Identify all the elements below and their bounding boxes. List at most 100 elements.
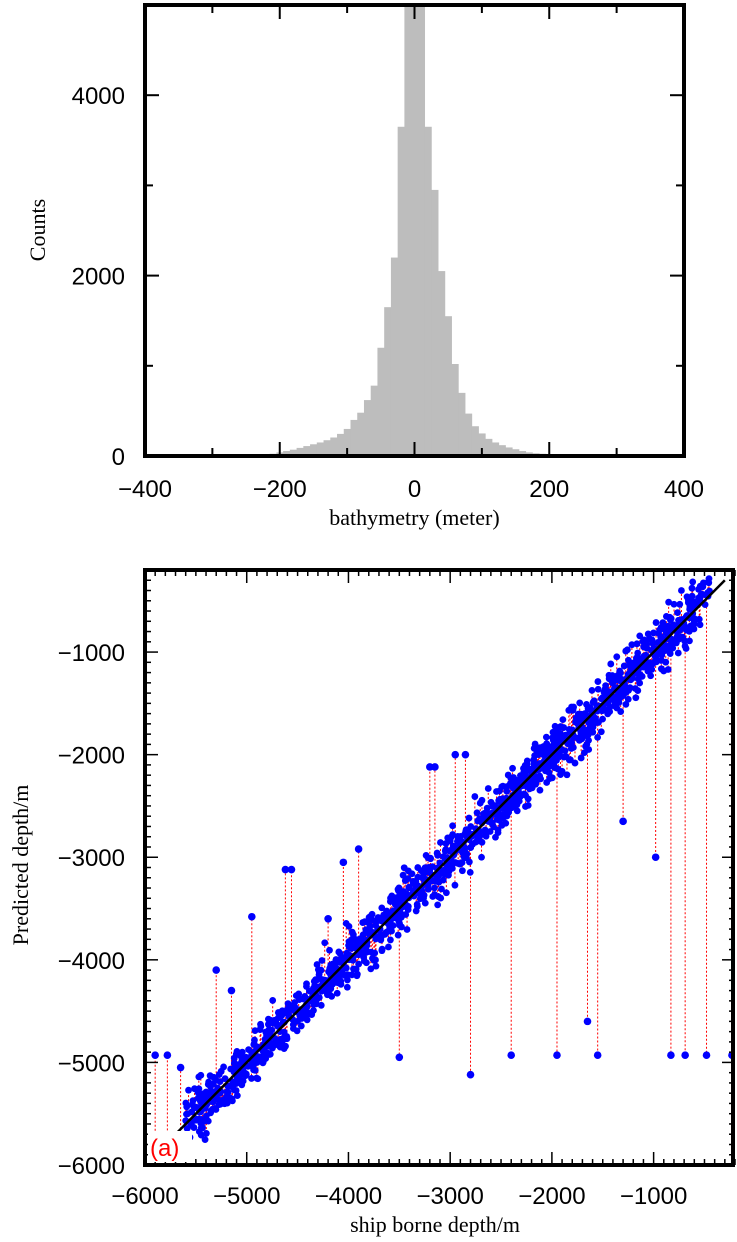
scatter-point: [549, 736, 557, 744]
scatter-point: [383, 907, 391, 915]
scatter-point: [435, 872, 442, 880]
scatter-point: [536, 786, 544, 794]
scatter-point: [499, 782, 507, 790]
scatter-point: [617, 708, 625, 715]
scatter-point: [220, 1063, 227, 1071]
scatter-point: [589, 698, 597, 706]
scatter-point: [317, 1001, 325, 1009]
scatter-point: [270, 1019, 277, 1027]
histogram-bar: [357, 412, 365, 456]
scatter-point: [565, 706, 573, 714]
scatter-point: [642, 639, 650, 647]
scatter-point: [394, 931, 402, 939]
scatter-point: [494, 826, 502, 834]
scatter-point: [289, 1021, 297, 1029]
scatter-point: [380, 913, 388, 921]
scatter-point: [577, 710, 585, 718]
scatter-point: [649, 660, 657, 668]
scatter-point: [568, 739, 576, 746]
scatter-point: [191, 1085, 198, 1093]
scatter-point: [337, 955, 345, 963]
scatter-point: [515, 797, 523, 805]
scatter-point: [259, 1059, 267, 1067]
histogram-bar: [411, 5, 419, 456]
scatter-point: [674, 649, 682, 657]
outlier-point: [702, 1051, 711, 1060]
outlier-point: [466, 1070, 475, 1079]
scatter-point: [579, 726, 587, 734]
scatter-point: [426, 867, 434, 874]
scatter-point: [189, 1097, 197, 1105]
scatter-y-tick-label: −4000: [58, 948, 125, 975]
scatter-point: [665, 598, 673, 606]
scatter-point: [676, 600, 684, 608]
scatter-point: [666, 616, 674, 624]
histogram-y-axis-title: Counts: [25, 199, 50, 261]
scatter-point: [326, 965, 334, 972]
scatter-point: [549, 761, 556, 769]
scatter-point: [489, 802, 496, 810]
outlier-point: [507, 1051, 516, 1060]
scatter-point: [298, 1013, 306, 1020]
scatter-point: [503, 787, 511, 795]
scatter-point: [387, 936, 394, 944]
scatter-point: [251, 1066, 259, 1074]
scatter-point: [378, 947, 386, 955]
scatter-point: [496, 787, 503, 795]
scatter-point: [543, 740, 551, 747]
histogram-bar: [512, 449, 520, 456]
scatter-point: [202, 1129, 210, 1137]
histogram-x-tick-label: 400: [664, 476, 704, 503]
scatter-point: [320, 986, 328, 994]
scatter-point: [484, 785, 492, 792]
scatter-point: [204, 1117, 212, 1125]
scatter-point: [408, 870, 416, 878]
scatter-point: [412, 907, 420, 915]
histogram-bar: [417, 5, 426, 456]
scatter-point: [683, 626, 691, 634]
scatter-point: [607, 673, 615, 681]
scatter-point: [343, 983, 351, 991]
scatter-point: [257, 1022, 265, 1030]
scatter-point: [449, 831, 457, 838]
histogram-bar: [323, 440, 331, 456]
scatter-point: [686, 637, 693, 645]
scatter-point: [227, 1065, 235, 1073]
scatter-point: [236, 1052, 244, 1060]
scatter-point: [433, 849, 441, 857]
scatter-point: [496, 816, 503, 824]
histogram-bar: [310, 444, 318, 456]
histogram-y-tick-labels: 0 2000 4000: [72, 83, 125, 471]
outlier-point: [651, 853, 660, 862]
histogram-bar: [438, 271, 446, 456]
scatter-point: [546, 775, 554, 782]
scatter-point: [678, 587, 685, 594]
scatter-point: [210, 1073, 218, 1081]
scatter-point: [253, 1059, 261, 1066]
scatter-plot-area: [151, 573, 735, 1155]
scatter-x-tick-label: −4000: [315, 1183, 382, 1210]
scatter-point: [372, 962, 380, 970]
scatter-y-axis-title: Predicted depth/m: [8, 785, 33, 946]
scatter-x-tick-label: −5000: [213, 1183, 280, 1210]
scatter-point: [689, 578, 697, 586]
histogram-bar: [283, 451, 291, 456]
scatter-point: [363, 959, 370, 967]
scatter-point: [618, 675, 625, 683]
scatter-point: [228, 1083, 236, 1091]
scatter-point: [250, 1041, 258, 1048]
scatter-point: [507, 803, 515, 811]
scatter-point: [359, 948, 367, 956]
scatter-point: [526, 765, 534, 773]
scatter-point: [628, 663, 636, 671]
histogram-bar: [491, 442, 500, 456]
scatter-point: [236, 1075, 244, 1083]
scatter-point: [657, 633, 665, 641]
scatter-point: [462, 854, 470, 862]
outlier-point: [354, 845, 363, 853]
scatter-point: [634, 687, 642, 694]
outlier-point: [667, 1051, 675, 1060]
histogram-x-tick-label: 200: [529, 476, 569, 503]
scatter-point: [633, 640, 641, 648]
scatter-point: [276, 1013, 284, 1021]
